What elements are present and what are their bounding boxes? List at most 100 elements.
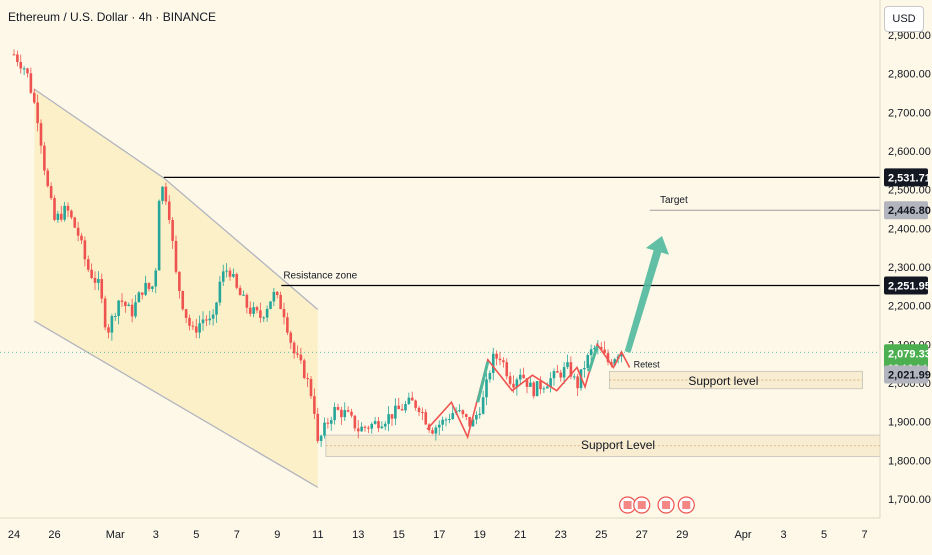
candle-bear[interactable] — [16, 54, 19, 62]
candle-bull[interactable] — [552, 371, 556, 379]
candle-bull[interactable] — [566, 362, 569, 368]
candle-bull[interactable] — [134, 302, 137, 317]
candle-bear[interactable] — [235, 274, 239, 288]
candle-bear[interactable] — [289, 332, 293, 343]
candle-bear[interactable] — [356, 428, 360, 432]
candle-bear[interactable] — [296, 353, 299, 355]
candle-bull[interactable] — [232, 274, 235, 277]
candle-bull[interactable] — [481, 397, 485, 414]
candle-bear[interactable] — [70, 210, 73, 218]
candle-bull[interactable] — [272, 291, 276, 302]
candle-bear[interactable] — [147, 282, 151, 289]
candle-bear[interactable] — [164, 186, 168, 202]
candle-bull[interactable] — [545, 386, 549, 389]
candle-bear[interactable] — [73, 217, 77, 228]
candle-bull[interactable] — [518, 374, 522, 380]
candle-bear[interactable] — [431, 430, 434, 434]
candle-bull[interactable] — [262, 317, 266, 319]
candle-bear[interactable] — [313, 396, 316, 414]
candle-bear[interactable] — [279, 294, 282, 310]
candle-bear[interactable] — [576, 376, 579, 389]
candle-bull[interactable] — [117, 300, 120, 316]
candle-bull[interactable] — [444, 419, 448, 421]
candle-bull[interactable] — [407, 397, 411, 404]
price-axis[interactable] — [880, 0, 932, 550]
candle-bear[interactable] — [83, 240, 87, 260]
candle-bear[interactable] — [292, 342, 296, 354]
candle-bear[interactable] — [525, 378, 529, 387]
candle-bull[interactable] — [252, 307, 255, 314]
currency-button[interactable]: USD — [884, 6, 924, 32]
candle-bull[interactable] — [208, 318, 212, 321]
channel-upper-line[interactable] — [33, 88, 319, 310]
candle-bull[interactable] — [441, 419, 444, 425]
candle-bull[interactable] — [583, 367, 586, 370]
candle-bear[interactable] — [275, 291, 279, 295]
candle-bear[interactable] — [76, 227, 80, 236]
candle-bull[interactable] — [198, 323, 201, 333]
candle-bull[interactable] — [161, 186, 164, 201]
candle-bull[interactable] — [471, 419, 475, 427]
candle-bear[interactable] — [410, 397, 414, 401]
candle-bear[interactable] — [255, 307, 259, 311]
candle-bull[interactable] — [451, 413, 455, 420]
candle-bear[interactable] — [120, 300, 124, 302]
candle-bear[interactable] — [178, 271, 181, 292]
candle-bear[interactable] — [599, 347, 603, 350]
candle-bear[interactable] — [107, 327, 110, 333]
candle-bear[interactable] — [414, 400, 417, 408]
candle-bull[interactable] — [265, 308, 269, 318]
candle-bull[interactable] — [269, 301, 272, 309]
candle-bear[interactable] — [336, 407, 340, 410]
candle-bull[interactable] — [201, 319, 205, 324]
candle-bear[interactable] — [464, 414, 468, 417]
candle-bear[interactable] — [49, 186, 53, 199]
candle-bear[interactable] — [66, 205, 70, 211]
candle-bear[interactable] — [205, 319, 208, 321]
candle-bear[interactable] — [502, 360, 505, 363]
candle-bull[interactable] — [434, 427, 438, 434]
candle-bull[interactable] — [157, 200, 161, 271]
candle-bear[interactable] — [495, 353, 498, 359]
candle-bear[interactable] — [184, 309, 188, 318]
candle-bear[interactable] — [259, 310, 262, 318]
candle-bull[interactable] — [242, 294, 245, 296]
candle-bear[interactable] — [606, 353, 610, 363]
candle-bear[interactable] — [559, 372, 563, 378]
candle-bear[interactable] — [508, 376, 512, 384]
candle-bear[interactable] — [468, 416, 471, 427]
candle-bull[interactable] — [535, 381, 539, 397]
candle-bull[interactable] — [151, 286, 154, 289]
candle-bull[interactable] — [323, 422, 326, 436]
candle-bull[interactable] — [360, 426, 363, 432]
candle-bull[interactable] — [56, 213, 60, 220]
candle-bull[interactable] — [127, 304, 131, 307]
candle-bear[interactable] — [39, 123, 43, 146]
candle-bear[interactable] — [302, 360, 306, 379]
candle-bull[interactable] — [225, 270, 228, 272]
candle-bear[interactable] — [36, 102, 39, 124]
candle-bear[interactable] — [532, 382, 536, 397]
candle-bear[interactable] — [390, 414, 394, 419]
candle-bear[interactable] — [522, 374, 525, 379]
candle-bull[interactable] — [387, 414, 390, 424]
candle-bull[interactable] — [97, 279, 100, 283]
candle-bear[interactable] — [248, 307, 252, 314]
candle-bull[interactable] — [542, 388, 546, 390]
time-axis[interactable] — [0, 518, 932, 550]
candle-bear[interactable] — [124, 301, 127, 307]
candle-bear[interactable] — [512, 383, 515, 388]
candle-bear[interactable] — [191, 325, 195, 327]
candle-bull[interactable] — [572, 376, 576, 378]
candle-bear[interactable] — [188, 317, 191, 326]
candle-bear[interactable] — [299, 354, 303, 361]
candle-bear[interactable] — [238, 287, 242, 296]
candle-bear[interactable] — [80, 235, 83, 241]
candle-bear[interactable] — [53, 198, 56, 220]
channel-lower-line[interactable] — [33, 320, 319, 488]
candle-bear[interactable] — [130, 304, 134, 317]
candle-bear[interactable] — [140, 292, 144, 295]
candle-bear[interactable] — [397, 405, 401, 410]
candle-bear[interactable] — [32, 92, 36, 103]
